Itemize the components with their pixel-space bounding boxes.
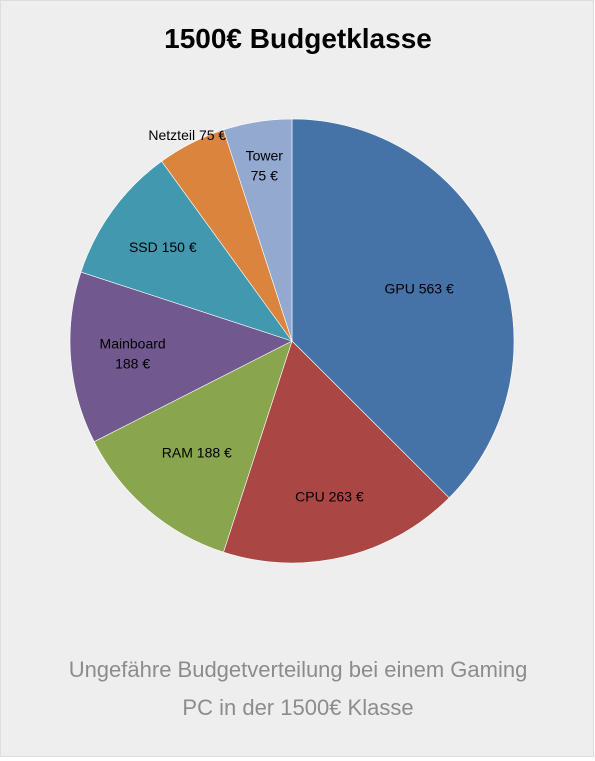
caption-line-1: Ungefähre Budgetverteilung bei einem Gam… [68,657,528,682]
slice-label-line: Tower [246,148,284,164]
slice-label-line: CPU 263 € [295,488,364,504]
pie-slice-ram [93,340,293,553]
slice-label-line: SSD 150 € [129,239,197,255]
pie-slice-ssd [80,160,293,342]
slice-label-netzteil: Netzteil 75 € [148,127,226,143]
slice-label-mainboard: Mainboard 188 € [100,335,166,371]
chart-caption: Ungefähre Budgetverteilung bei einem Gam… [1,651,595,727]
caption-line-2: PC in der 1500€ Klasse [182,695,414,720]
slice-label-line: Netzteil 75 € [148,127,226,143]
slice-label-line: 75 € [251,168,278,184]
pie-slice-tower [223,118,293,342]
slice-label-ram: RAM 188 € [162,444,232,460]
chart-title: 1500€ Budgetklasse [164,23,432,54]
slice-label-line: 188 € [115,355,150,371]
pie-slice-mainboard [69,271,293,443]
slice-label-gpu: GPU 563 € [385,280,454,296]
slice-label-line: GPU 563 € [385,280,454,296]
pie-slice-cpu [223,340,450,564]
pie-chart: GPU 563 € CPU 263 € RAM 188 € Mainboard 188 … [69,118,515,564]
slice-label-ssd: SSD 150 € [129,239,197,255]
slice-label-line: Mainboard [100,335,166,351]
slice-label-cpu: CPU 263 € [295,488,364,504]
slice-label-tower: Tower 75 € [246,148,284,184]
slice-label-line: RAM 188 € [162,444,232,460]
pie-slice-gpu [291,118,515,499]
